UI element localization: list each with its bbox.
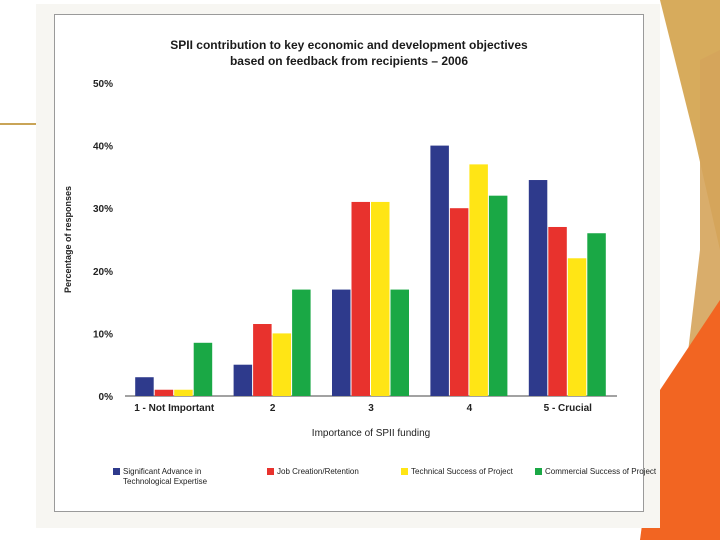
bar [488,195,508,396]
y-tick-label: 20% [93,267,113,278]
legend-swatch [535,468,542,475]
legend-label: Significant Advance in Technological Exp… [123,467,208,486]
bar [587,233,606,396]
legend-swatch [267,468,274,475]
x-axis-title: Importance of SPII funding [312,428,430,439]
x-tick-label: 3 [368,403,374,414]
legend-label: Commercial Success of Project [545,467,657,476]
legend-swatch [113,468,120,475]
y-axis-title: Percentage of responses [63,186,73,293]
bar [548,226,567,396]
bar [154,389,174,396]
chart-title: SPII contribution to key economic and de… [55,37,643,69]
bar [351,201,370,396]
y-tick-label: 40% [93,142,113,153]
y-tick-label: 10% [93,329,113,340]
legend-label: Technical Success of Project [411,467,513,476]
bar [174,389,193,396]
bar [371,201,390,396]
bar [332,289,351,396]
bar [390,289,409,396]
bar [272,333,292,396]
x-tick-label: 1 - Not Important [134,403,215,414]
y-tick-label: 0% [99,392,114,403]
chart-title-line-1: SPII contribution to key economic and de… [170,38,528,52]
bar [233,364,253,396]
bar-chart: 0% 10% 20% 30% 40% 50% 1 - Not Important 2 3 4 5 -… [63,79,617,439]
chart-title-line-2: based on feedback from recipients – 2006 [229,54,469,68]
bar [292,289,311,396]
bar [430,145,449,396]
bar [567,258,587,396]
x-tick-label: 2 [270,403,276,414]
legend-label: Job Creation/Retention [277,467,359,476]
x-tick-label: 5 - Crucial [544,403,593,414]
bar [193,342,213,396]
legend: Significant Advance in Technological Exp… [113,467,657,497]
y-tick-label: 50% [93,79,113,90]
orange-accent-shape [640,300,720,540]
bar [253,324,272,396]
y-tick-label: 30% [93,204,113,215]
legend-swatch [401,468,408,475]
bar [469,164,488,396]
bar [449,208,469,396]
x-tick-label: 4 [467,403,473,414]
bar [135,377,154,396]
bar [528,180,548,396]
chart-frame: SPII contribution to key economic and de… [54,14,656,512]
